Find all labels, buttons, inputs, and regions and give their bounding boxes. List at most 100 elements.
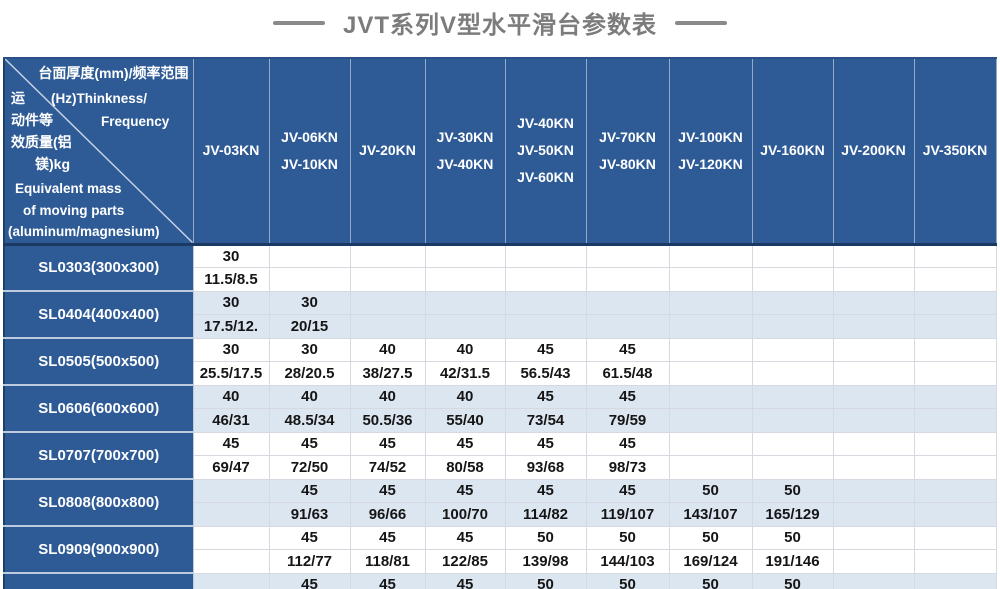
thickness-cell [504, 290, 587, 315]
row-label: SL0303(300x300) [4, 244, 194, 291]
thickness-cell: 50 [504, 525, 587, 550]
corner-label-thickness-en-2: Frequency [101, 114, 170, 129]
thickness-cell: 30 [192, 243, 270, 268]
column-header-label: JV-160KN [760, 142, 825, 159]
corner-label-mass-en-2: of moving parts [23, 203, 125, 218]
mass-cell: 114/82 [504, 501, 587, 527]
table-row-thickness-3: SL0606(600x600) 40 40 40 40 45 45 [4, 384, 997, 432]
thickness-cell: 50 [751, 478, 834, 503]
row-label: SL0909(900x900) [4, 525, 194, 573]
thickness-cell [668, 337, 753, 362]
thickness-cell: 50 [585, 525, 670, 550]
mass-cell: 165/129 [751, 501, 834, 527]
row-label: SL0707(700x700) [4, 431, 194, 479]
mass-cell: 38/27.5 [349, 360, 426, 386]
thickness-cell: 45 [268, 525, 351, 550]
mass-cell [913, 266, 997, 292]
mass-cell [504, 313, 587, 339]
mass-cell: 48.5/34 [268, 407, 351, 433]
mass-cell: 100/70 [424, 501, 506, 527]
mass-cell: 144/103 [585, 548, 670, 574]
column-header-7: JV-100KN JV-120KN [669, 58, 753, 246]
mass-cell [832, 454, 915, 480]
corner-label-mass-cn-4: 镁)kg [35, 156, 70, 172]
column-header-10: JV-350KN [914, 58, 997, 246]
corner-label-mass-cn-3: 效质量(铝 [11, 134, 72, 150]
mass-cell: 139/98 [504, 548, 587, 574]
mass-cell [504, 266, 587, 292]
thickness-cell: 45 [424, 478, 506, 503]
mass-cell [751, 266, 834, 292]
header-row: 台面厚度(mm)/频率范围 运 (Hz)Thinkness/ 动件等 Frequ… [4, 58, 997, 246]
mass-cell [424, 266, 506, 292]
mass-cell [832, 548, 915, 574]
thickness-cell [192, 525, 270, 550]
thickness-cell: 30 [192, 290, 270, 315]
thickness-cell: 45 [585, 384, 670, 409]
mass-cell [668, 407, 753, 433]
column-header-label: JV-350KN [922, 142, 988, 159]
thickness-cell: 40 [424, 337, 506, 362]
mass-cell: 73/54 [504, 407, 587, 433]
column-header-label: JV-40KN JV-50KN JV-60KN [517, 115, 574, 186]
mass-cell [192, 548, 270, 574]
mass-cell: 98/73 [585, 454, 670, 480]
mass-cell: 122/85 [424, 548, 506, 574]
mass-cell: 56.5/43 [504, 360, 587, 386]
thickness-cell: 40 [268, 384, 351, 409]
thickness-cell: 45 [504, 384, 587, 409]
thickness-cell: 45 [349, 572, 426, 589]
thickness-cell: 50 [751, 525, 834, 550]
mass-cell: 143/107 [668, 501, 753, 527]
table-row-thickness-4: SL0707(700x700) 45 45 45 45 45 45 [4, 431, 997, 479]
title-dash-right [675, 20, 728, 25]
mass-cell [349, 266, 426, 292]
thickness-cell: 50 [668, 525, 753, 550]
thickness-cell [832, 431, 915, 456]
mass-cell [832, 313, 915, 339]
thickness-cell [268, 243, 351, 268]
column-header-label: JV-200KN [841, 142, 906, 159]
mass-cell [913, 548, 997, 574]
thickness-cell: 50 [504, 572, 587, 589]
mass-cell [832, 407, 915, 433]
thickness-cell [832, 572, 915, 589]
thickness-cell: 45 [585, 431, 670, 456]
mass-cell: 42/31.5 [424, 360, 506, 386]
mass-cell [668, 266, 753, 292]
corner-label-mass-en-3: (aluminum/magnesium) [8, 224, 160, 239]
thickness-cell: 50 [668, 572, 753, 589]
thickness-cell [668, 431, 753, 456]
table-row-mass-4: 69/47 72/50 74/52 80/58 93/68 98/73 [4, 454, 997, 480]
thickness-cell: 30 [192, 337, 270, 362]
thickness-cell [832, 243, 915, 268]
mass-cell [832, 360, 915, 386]
table-row-thickness-2: SL0505(500x500) 30 30 40 40 45 45 [4, 337, 997, 385]
corner-label-mass-cn-1: 运 [11, 90, 25, 106]
corner-label-mass-cn-2: 动件等 [11, 112, 53, 128]
thickness-cell [751, 384, 834, 409]
thickness-cell [192, 572, 270, 589]
mass-cell [192, 501, 270, 527]
thickness-cell [585, 243, 670, 268]
thickness-cell: 50 [585, 572, 670, 589]
thickness-cell [913, 337, 997, 362]
thickness-cell: 40 [349, 384, 426, 409]
thickness-cell: 45 [504, 478, 587, 503]
thickness-cell [668, 243, 753, 268]
mass-cell: 91/63 [268, 501, 351, 527]
table-row-mass-3: 46/31 48.5/34 50.5/36 55/40 73/54 79/59 [4, 407, 997, 433]
thickness-cell: 50 [751, 572, 834, 589]
mass-cell [585, 313, 670, 339]
mass-cell: 46/31 [192, 407, 270, 433]
mass-cell [268, 266, 351, 292]
thickness-cell [832, 525, 915, 550]
mass-cell [668, 313, 753, 339]
column-header-label: JV-70KN JV-80KN [599, 128, 656, 172]
mass-cell [668, 454, 753, 480]
thickness-cell: 40 [192, 384, 270, 409]
thickness-cell: 50 [668, 478, 753, 503]
thickness-cell: 30 [268, 337, 351, 362]
column-header-4: JV-30KN JV-40KN [425, 58, 506, 246]
table-row-thickness-6: SL0909(900x900) 45 45 45 50 50 50 50 [4, 525, 997, 573]
